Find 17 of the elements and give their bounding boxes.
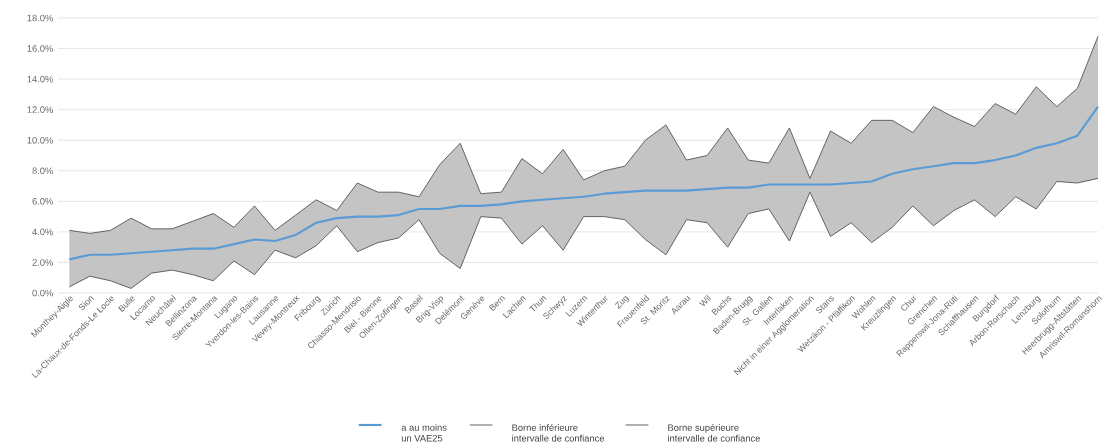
y-tick-label: 12.0% [27,106,53,113]
x-tick-label: Wil [698,294,712,306]
legend-label: Borne inférieure intervalle de confiance [512,424,605,442]
legend-label: Borne supérieure intervalle de confiance [668,424,760,442]
line-series [68,177,1099,289]
y-tick-label: 0.0% [32,289,53,297]
y-tick-label: 8.0% [32,167,53,175]
legend-label: a au moins un VAE25 [401,424,447,442]
y-tick-label: 2.0% [32,259,53,266]
y-tick-label: 16.0% [27,45,53,52]
y-tick-label: 14.0% [27,75,53,83]
line-series [68,35,1099,234]
y-tick-label: 4.0% [32,228,53,236]
y-tick-label: 10.0% [27,136,53,144]
x-tick-label: Sion [78,296,94,311]
y-tick-label: 6.0% [32,198,53,205]
y-tick-label: 18.0% [27,14,53,22]
